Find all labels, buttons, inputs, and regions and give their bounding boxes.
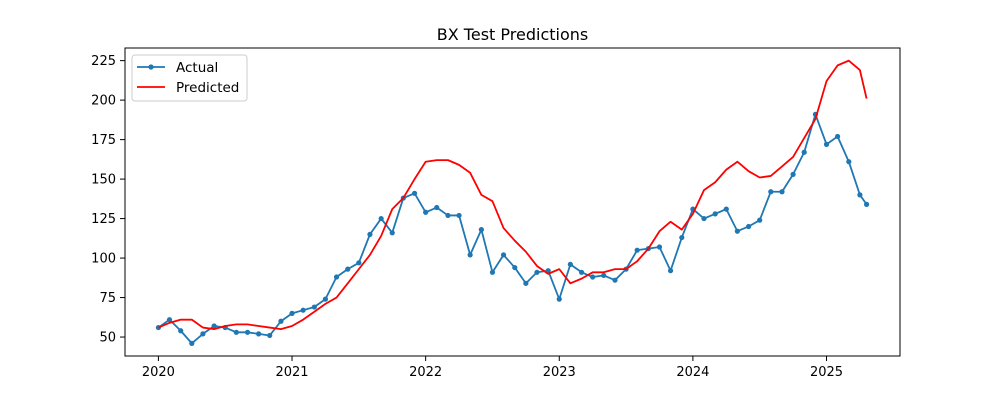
series-actual-point [322,296,329,302]
series-actual-point [178,328,184,334]
series-actual-point [211,323,217,329]
series-actual-point [723,206,729,212]
series-actual-point [367,231,373,237]
series-actual-point [757,217,763,223]
y-tick-label: 200 [91,94,116,109]
series-actual-point [667,268,674,274]
series-actual-point [333,274,340,280]
y-tick-label: 225 [91,54,116,69]
series-actual-point [267,332,273,339]
series-actual-point [846,159,852,165]
series-actual-point [823,141,830,147]
series-actual-point [233,329,239,335]
x-tick-label: 2022 [409,365,442,380]
legend-actual-marker [148,64,154,70]
series-actual-point [467,252,473,258]
series-actual-point [244,329,251,335]
series-actual-point [601,272,607,279]
series-actual-point [389,230,395,236]
chart-title: BX Test Predictions [437,25,588,44]
x-tick-label: 2020 [142,365,175,380]
series-actual-point [534,269,540,275]
series-actual-point [556,296,562,302]
series-actual-point [734,228,740,234]
y-axis: 50 75 100 125 150 175 200 225 [91,54,125,346]
y-tick-label: 150 [91,173,116,188]
legend-actual-label: Actual [176,60,218,76]
series-actual-point [712,211,718,217]
series-actual-point [500,252,507,258]
plot-frame [124,47,901,357]
series-layer [155,59,870,346]
series-actual-point [445,212,451,219]
y-tick-label: 75 [99,291,116,306]
series-actual-point [679,234,685,241]
y-tick-label: 125 [91,212,116,227]
series-actual-point [200,331,206,337]
series-actual-point [345,266,351,272]
series-actual-point [411,190,418,196]
y-tick-label: 50 [99,331,116,346]
series-actual-point [590,274,596,280]
x-tick-label: 2024 [676,365,709,380]
series-actual-point [578,269,585,275]
series-actual-point [634,247,640,253]
series-actual-point [256,331,262,337]
series-actual-point [857,192,863,198]
series-actual-point [434,204,440,211]
series-actual-point [478,227,484,233]
legend-predicted-label: Predicted [176,80,239,96]
y-tick-label: 100 [91,252,116,267]
x-axis: 2020 2021 2022 2023 2024 2025 [142,356,843,380]
y-tick-label: 175 [91,133,116,148]
series-actual-line [157,113,868,345]
legend: Actual Predicted [131,54,248,102]
series-actual-point [701,215,707,222]
series-actual-point [790,171,796,177]
series-actual-point [356,260,362,266]
series-actual-point [746,223,752,230]
series-actual-point [311,304,317,310]
series-actual-point [512,264,518,271]
series-actual-point [423,209,429,215]
series-actual-point [489,269,496,275]
series-actual-point [863,201,870,207]
x-tick-label: 2021 [275,365,308,380]
series-actual-point [768,189,774,195]
series-actual-point [378,215,384,222]
series-actual-point [166,317,173,323]
series-actual-point [278,318,284,324]
x-tick-label: 2023 [543,365,576,380]
series-actual-point [835,133,841,140]
series-actual-point [612,277,618,283]
series-actual-point [289,310,295,316]
series-actual-point [189,340,195,346]
x-tick-label: 2025 [810,365,843,380]
series-actual-point [523,280,529,286]
series-actual-point [456,212,462,219]
series-actual-point [779,189,785,195]
series-predicted-line [158,59,868,331]
series-actual-point [300,307,306,313]
series-actual-point [656,244,663,250]
series-actual-point [801,149,807,155]
series-actual-point [567,261,573,267]
